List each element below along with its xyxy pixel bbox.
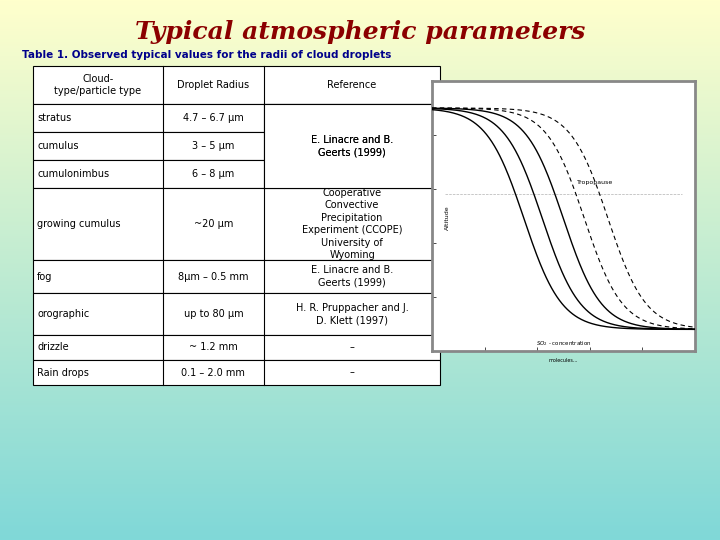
Text: $SO_2$ - concentration: $SO_2$ - concentration [536, 340, 591, 348]
Text: stratus: stratus [37, 113, 71, 123]
Text: Altitude: Altitude [445, 206, 450, 231]
Text: Cooperative
Convective
Precipitation
Experiment (CCOPE)
University of
Wyoming: Cooperative Convective Precipitation Exp… [302, 188, 402, 260]
Bar [33, 132, 440, 160]
Text: 8μm – 0.5 mm: 8μm – 0.5 mm [178, 272, 248, 281]
Text: E. Linacre and B.
Geerts (1999): E. Linacre and B. Geerts (1999) [311, 135, 393, 157]
Text: –: – [350, 368, 354, 377]
Bar [33, 260, 440, 293]
Bar [33, 188, 440, 260]
Bar [33, 66, 440, 104]
Text: molecules...: molecules... [549, 358, 578, 363]
Bar [33, 104, 440, 132]
Text: drizzle: drizzle [37, 342, 68, 353]
Text: orographic: orographic [37, 309, 89, 319]
Text: Cloud-
type/particle type: Cloud- type/particle type [54, 74, 141, 96]
Text: Tropopause: Tropopause [577, 180, 613, 185]
Text: 6 – 8 μm: 6 – 8 μm [192, 169, 235, 179]
Text: ~20 μm: ~20 μm [194, 219, 233, 229]
Text: Reference: Reference [328, 80, 377, 90]
Text: 3 – 5 μm: 3 – 5 μm [192, 141, 235, 151]
Text: Typical atmospheric parameters: Typical atmospheric parameters [135, 20, 585, 44]
Text: –: – [350, 342, 354, 353]
Text: H. R. Pruppacher and J.
D. Klett (1997): H. R. Pruppacher and J. D. Klett (1997) [296, 303, 408, 325]
Text: up to 80 μm: up to 80 μm [184, 309, 243, 319]
Text: E. Linacre and B.
Geerts (1999): E. Linacre and B. Geerts (1999) [311, 135, 393, 157]
Text: 4.7 – 6.7 μm: 4.7 – 6.7 μm [183, 113, 244, 123]
Text: 0.1 – 2.0 mm: 0.1 – 2.0 mm [181, 368, 246, 377]
Text: cumulonimbus: cumulonimbus [37, 169, 109, 179]
Text: Table 1. Observed typical values for the radii of cloud droplets: Table 1. Observed typical values for the… [22, 50, 392, 60]
Bar [33, 160, 440, 188]
Text: fog: fog [37, 272, 53, 281]
Text: ~ 1.2 mm: ~ 1.2 mm [189, 342, 238, 353]
Text: Rain drops: Rain drops [37, 368, 89, 377]
Bar [33, 335, 440, 360]
Bar [33, 360, 440, 385]
Text: growing cumulus: growing cumulus [37, 219, 120, 229]
Text: cumulus: cumulus [37, 141, 78, 151]
Bar [265, 105, 439, 187]
Bar [33, 293, 440, 335]
Text: Droplet Radius: Droplet Radius [177, 80, 249, 90]
Text: E. Linacre and B.
Geerts (1999): E. Linacre and B. Geerts (1999) [311, 265, 393, 288]
Text: Fig. 6. Vertical distribution of SO₂
Solid lines - results of calculations
with : Fig. 6. Vertical distribution of SO₂ Sol… [448, 225, 624, 331]
